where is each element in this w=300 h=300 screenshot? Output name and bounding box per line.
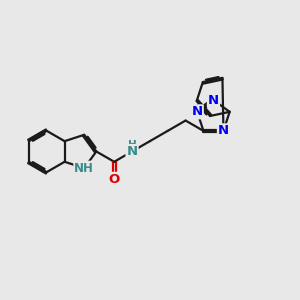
- Text: H: H: [128, 140, 136, 150]
- Text: N: N: [208, 94, 219, 106]
- Text: NH: NH: [74, 162, 94, 175]
- Text: N: N: [127, 145, 138, 158]
- Text: N: N: [218, 124, 229, 137]
- Text: O: O: [109, 173, 120, 186]
- Text: N: N: [192, 105, 203, 118]
